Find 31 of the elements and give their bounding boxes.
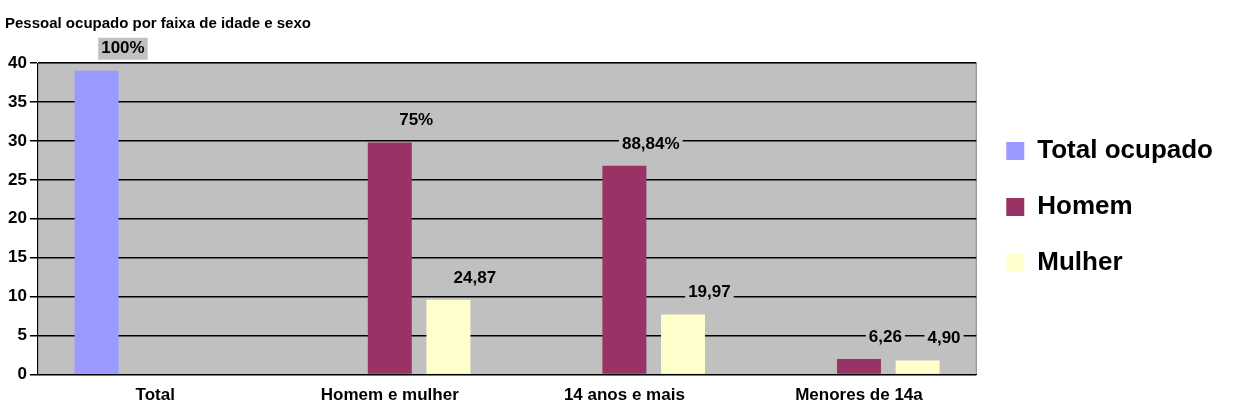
bar [836, 359, 881, 374]
bar [895, 360, 940, 374]
y-tick-label: 15 [7, 247, 27, 267]
legend-label: Mulher [1037, 246, 1123, 277]
bar [602, 165, 647, 374]
y-tick-label: 5 [17, 325, 27, 345]
x-tick-label: Homem e mulher [320, 385, 460, 405]
y-tick-label: 35 [7, 91, 27, 111]
annotation: 19,97 [688, 282, 731, 302]
chart-title: Pessoal ocupado por faixa de idade e sexo [5, 14, 311, 32]
annotation: 24,87 [453, 267, 497, 287]
y-tick-label: 40 [7, 52, 27, 72]
text: 100% [101, 38, 145, 58]
bar [426, 299, 471, 374]
y-tick-label: 30 [7, 130, 27, 150]
x-tick-label: Menores de 14a [795, 385, 924, 405]
y-tick-label: 20 [7, 208, 27, 228]
x-tick-label: Total [135, 385, 175, 405]
annotation: 6,26 [868, 326, 902, 346]
annotation: 75% [399, 110, 434, 130]
legend-label: Total ocupado [1037, 134, 1214, 165]
bar [367, 142, 412, 374]
annotation: 4,90 [927, 328, 961, 348]
y-tick-label: 25 [7, 169, 27, 189]
bar [74, 70, 119, 374]
legend-label: Homem [1037, 190, 1133, 221]
x-tick-label: 14 anos e mais [563, 385, 685, 405]
bar [661, 314, 706, 374]
y-tick-label: 10 [7, 286, 27, 306]
annotation: 88,84% [621, 133, 680, 153]
y-tick-label: 0 [17, 364, 27, 384]
